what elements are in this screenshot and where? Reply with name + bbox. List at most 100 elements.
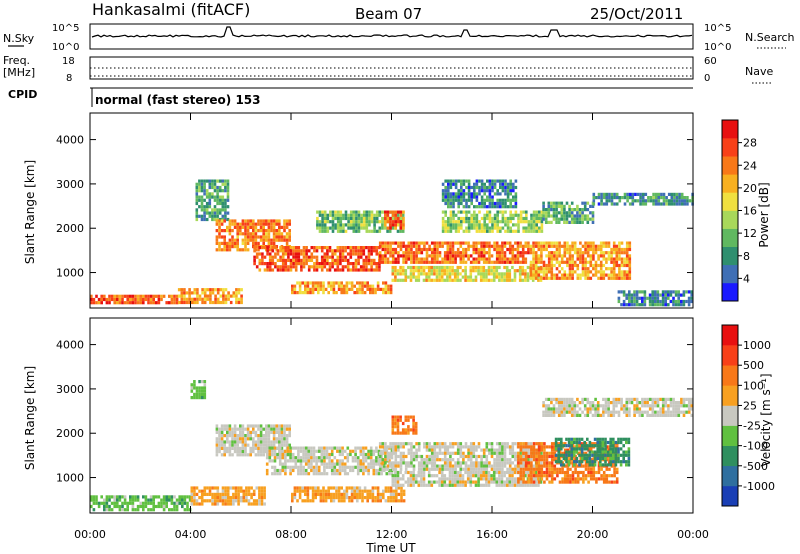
- power-cell: [203, 205, 206, 209]
- power-cell: [560, 257, 564, 261]
- vel-cell: [273, 472, 277, 476]
- power-cell: [447, 195, 450, 199]
- vel-cell: [545, 445, 549, 449]
- power-cell: [349, 210, 353, 214]
- vel-cell: [422, 474, 426, 478]
- power-cell: [660, 196, 663, 200]
- vel-cell: [396, 483, 400, 487]
- vel-cell: [530, 477, 533, 481]
- power-cell: [294, 262, 298, 266]
- power-cell: [479, 275, 483, 279]
- vel-cell: [407, 418, 410, 422]
- power-cell: [346, 268, 350, 272]
- vel-cell: [501, 464, 504, 468]
- power-cell: [384, 216, 387, 221]
- vel-cell: [503, 451, 507, 455]
- vel-cell: [108, 508, 111, 512]
- power-cell: [317, 281, 320, 285]
- power-cell: [483, 213, 486, 217]
- vel-cell: [513, 477, 517, 481]
- power-cell: [386, 210, 390, 214]
- colorbar-tick-label: 8: [743, 250, 750, 263]
- vel-cell: [412, 425, 415, 429]
- vel-cell: [289, 472, 292, 476]
- power-cell: [309, 291, 312, 295]
- power-cell: [333, 252, 337, 256]
- vel-cell: [475, 464, 478, 468]
- power-cell: [462, 260, 465, 264]
- power-cell: [320, 255, 324, 259]
- power-cell: [449, 223, 453, 227]
- vel-cell: [443, 451, 447, 455]
- power-cell: [386, 244, 390, 248]
- vel-cell: [427, 483, 431, 487]
- vel-cell: [203, 383, 207, 387]
- vel-cell: [508, 461, 512, 465]
- power-cell: [602, 251, 606, 255]
- vel-cell: [267, 427, 271, 431]
- power-cell: [488, 251, 491, 255]
- power-cell: [485, 241, 489, 245]
- power-cell: [628, 247, 632, 252]
- vel-cell: [402, 451, 405, 455]
- power-cell: [372, 249, 376, 253]
- vel-cell: [415, 442, 418, 446]
- power-cell: [177, 294, 181, 298]
- power-cell: [368, 223, 371, 227]
- vel-cell: [574, 477, 577, 481]
- power-cell: [488, 179, 492, 183]
- vel-cell: [260, 486, 264, 490]
- vel-cell: [293, 489, 297, 493]
- vel-cell: [503, 454, 507, 459]
- power-cell: [610, 276, 613, 280]
- power-cell: [300, 265, 303, 269]
- power-cell: [475, 226, 479, 230]
- power-cell: [512, 216, 515, 221]
- vel-cell: [263, 492, 266, 496]
- power-cell: [205, 195, 209, 199]
- vel-cell: [391, 425, 395, 429]
- power-cell: [430, 260, 434, 264]
- power-cell: [538, 229, 541, 233]
- power-cell: [563, 247, 567, 252]
- power-cell: [576, 220, 579, 224]
- power-cell: [435, 265, 439, 270]
- power-cell: [362, 252, 366, 256]
- vel-cell: [168, 498, 171, 502]
- power-cell: [460, 210, 463, 214]
- vel-cell: [441, 445, 444, 449]
- vel-cell: [226, 437, 229, 441]
- power-cell: [568, 270, 572, 274]
- vel-cell: [356, 499, 359, 503]
- power-cell: [262, 219, 265, 223]
- power-cell: [608, 192, 611, 196]
- power-cell: [537, 278, 540, 282]
- vel-cell: [364, 446, 368, 450]
- power-cell: [626, 192, 629, 196]
- power-cell: [491, 185, 494, 190]
- power-cell: [237, 288, 241, 292]
- vel-cell: [412, 480, 415, 484]
- vel-cell: [409, 415, 413, 419]
- power-cell: [578, 214, 582, 218]
- power-cell: [221, 198, 225, 202]
- power-cell: [213, 198, 217, 202]
- vel-cell: [228, 430, 232, 434]
- power-cell: [532, 220, 536, 224]
- vel-cell: [257, 443, 260, 447]
- power-cell: [368, 213, 371, 217]
- power-cell: [329, 210, 332, 214]
- vel-cell: [391, 451, 395, 455]
- vel-cell: [242, 492, 246, 496]
- power-cell: [452, 201, 455, 206]
- power-cell: [576, 276, 580, 280]
- vel-cell: [298, 486, 302, 490]
- power-cell: [674, 303, 678, 307]
- power-cell: [547, 220, 551, 224]
- vel-cell: [461, 480, 465, 484]
- power-cell: [498, 260, 502, 264]
- vel-cell: [284, 462, 287, 466]
- power-cell: [220, 219, 224, 223]
- power-cell: [428, 254, 431, 258]
- power-cell: [354, 258, 358, 262]
